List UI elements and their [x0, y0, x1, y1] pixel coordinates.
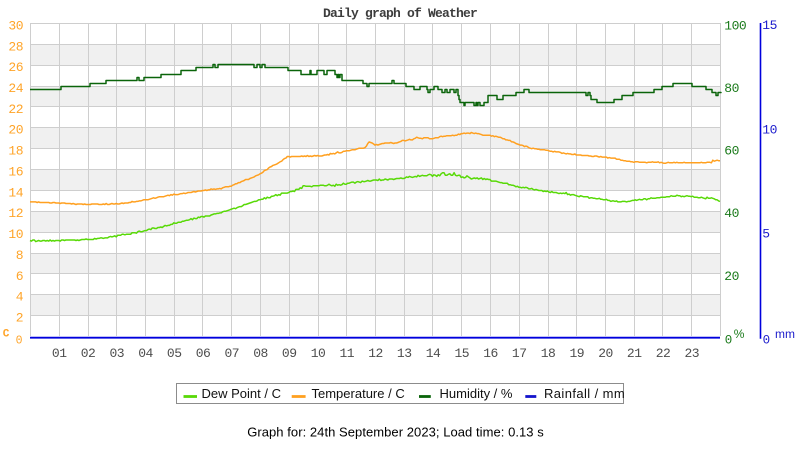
svg-text:Humidity / %: Humidity / %	[440, 386, 513, 401]
svg-text:03: 03	[109, 346, 124, 361]
svg-text:19: 19	[569, 346, 584, 361]
svg-text:C: C	[3, 328, 10, 340]
svg-text:4: 4	[16, 290, 24, 305]
svg-text:14: 14	[426, 346, 441, 361]
svg-text:09: 09	[282, 346, 297, 361]
svg-text:40: 40	[724, 206, 739, 221]
svg-text:%: %	[734, 327, 745, 341]
svg-text:6: 6	[16, 269, 23, 284]
svg-text:mm: mm	[775, 327, 795, 341]
svg-text:2: 2	[16, 311, 23, 326]
svg-text:15: 15	[454, 346, 469, 361]
svg-text:10: 10	[311, 346, 326, 361]
svg-text:14: 14	[8, 185, 23, 200]
svg-text:80: 80	[724, 81, 739, 96]
svg-text:30: 30	[8, 18, 23, 33]
svg-text:12: 12	[368, 346, 383, 361]
svg-text:02: 02	[81, 346, 96, 361]
svg-text:10: 10	[8, 227, 23, 242]
svg-text:05: 05	[167, 346, 182, 361]
svg-text:10: 10	[762, 122, 777, 137]
svg-text:11: 11	[339, 346, 354, 361]
svg-text:23: 23	[684, 346, 699, 361]
svg-text:Graph for: 24th September 2023: Graph for: 24th September 2023; Load tim…	[247, 425, 544, 440]
svg-text:Dew Point / C: Dew Point / C	[202, 386, 281, 401]
svg-text:28: 28	[8, 39, 23, 54]
svg-text:0: 0	[725, 333, 732, 347]
svg-text:13: 13	[397, 346, 412, 361]
svg-text:26: 26	[8, 60, 23, 75]
svg-text:60: 60	[724, 144, 739, 159]
svg-text:5: 5	[762, 227, 769, 242]
svg-text:20: 20	[598, 346, 613, 361]
svg-text:18: 18	[8, 144, 23, 159]
svg-text:Daily graph of Weather: Daily graph of Weather	[323, 6, 477, 21]
svg-text:Rainfall / mm: Rainfall / mm	[544, 386, 625, 401]
svg-text:20: 20	[724, 269, 739, 284]
svg-text:21: 21	[627, 346, 642, 361]
svg-text:22: 22	[656, 346, 671, 361]
svg-text:16: 16	[8, 165, 23, 180]
svg-text:17: 17	[512, 346, 527, 361]
svg-text:20: 20	[8, 123, 23, 138]
svg-text:18: 18	[541, 346, 556, 361]
svg-text:15: 15	[762, 18, 777, 33]
svg-text:16: 16	[483, 346, 498, 361]
svg-text:100: 100	[724, 18, 746, 33]
svg-text:01: 01	[52, 346, 67, 361]
svg-text:12: 12	[8, 206, 23, 221]
svg-text:24: 24	[8, 81, 23, 96]
svg-text:Temperature / C: Temperature / C	[312, 386, 405, 401]
svg-text:8: 8	[16, 248, 23, 263]
svg-text:06: 06	[196, 346, 211, 361]
svg-text:04: 04	[138, 346, 153, 361]
svg-text:0: 0	[16, 334, 23, 347]
svg-text:22: 22	[8, 102, 23, 117]
svg-text:07: 07	[224, 346, 239, 361]
svg-text:0: 0	[763, 333, 770, 347]
svg-text:08: 08	[253, 346, 268, 361]
